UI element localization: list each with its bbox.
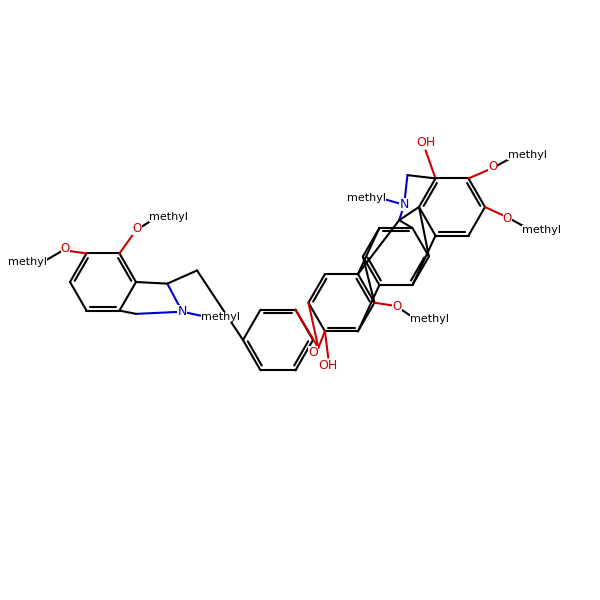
Text: methyl: methyl — [410, 314, 449, 324]
Text: methyl: methyl — [347, 193, 386, 203]
Text: OH: OH — [319, 359, 338, 372]
Text: methyl: methyl — [523, 226, 562, 235]
Text: N: N — [178, 305, 187, 318]
Text: N: N — [400, 199, 409, 211]
Text: O: O — [308, 346, 318, 359]
Text: O: O — [392, 299, 401, 313]
Text: OH: OH — [416, 136, 435, 149]
Text: O: O — [503, 212, 512, 226]
Text: O: O — [133, 222, 142, 235]
Text: methyl: methyl — [8, 257, 47, 266]
Text: methyl: methyl — [201, 311, 240, 322]
Text: methyl: methyl — [508, 150, 547, 160]
Text: methyl: methyl — [149, 212, 188, 222]
Text: O: O — [488, 160, 497, 173]
Text: O: O — [61, 242, 70, 254]
